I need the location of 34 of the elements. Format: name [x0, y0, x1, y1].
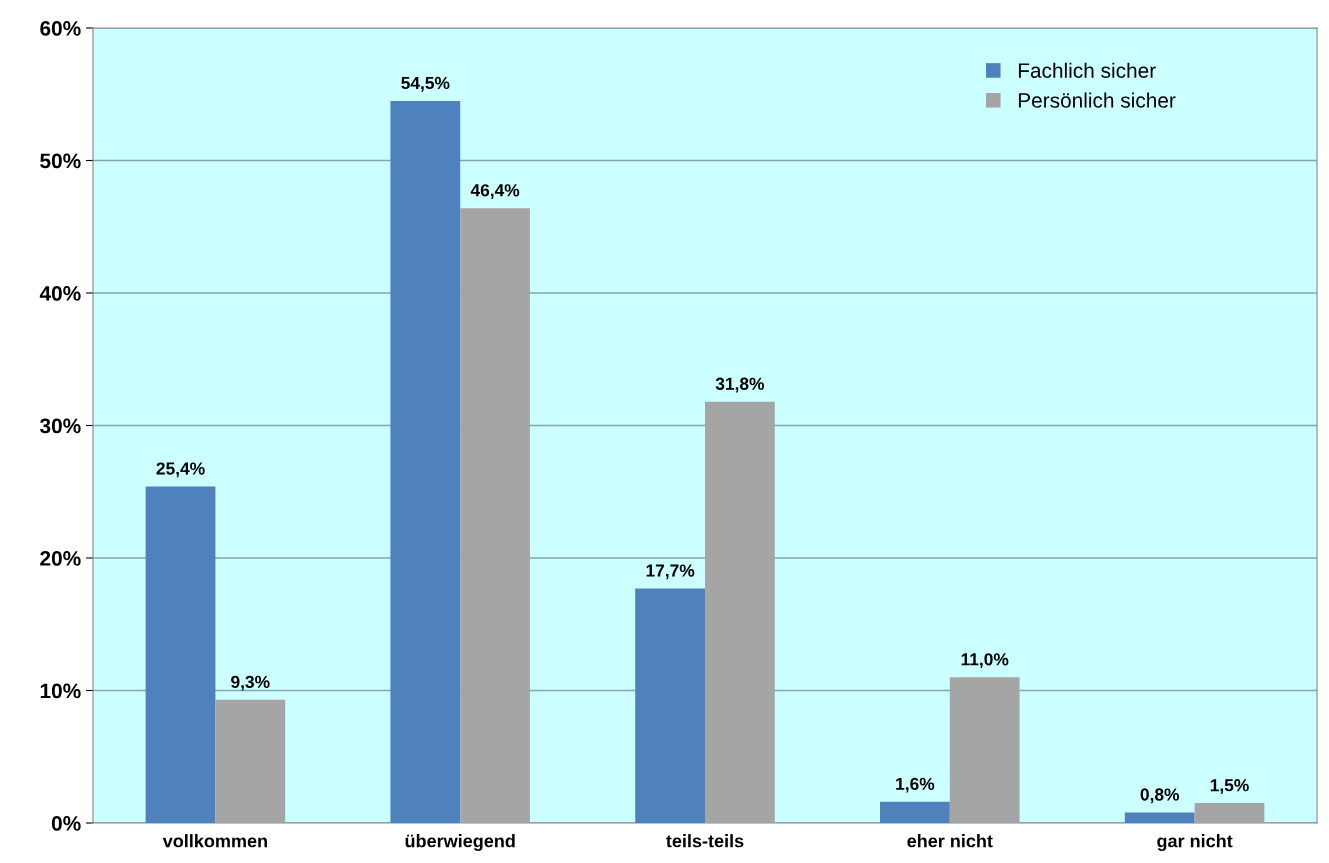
bar [460, 208, 530, 823]
bar [145, 486, 216, 823]
y-tick-label: 0% [51, 816, 81, 831]
legend-label: Persönlich sicher [1018, 92, 1176, 108]
x-tick-label: gar nicht [1157, 834, 1233, 852]
data-label: 46,4% [470, 184, 520, 199]
bar [215, 699, 286, 823]
y-tick-label: 60% [40, 21, 81, 36]
y-tick-label: 10% [40, 683, 81, 699]
y-tick-label: 50% [40, 153, 81, 169]
x-tick-label: vollkommen [162, 834, 267, 848]
y-tick-label: 20% [40, 551, 81, 566]
data-label: 11,0% [961, 653, 1009, 668]
bar [949, 677, 1020, 823]
data-label: 1,6% [896, 777, 935, 793]
bar [880, 801, 950, 823]
bar [390, 100, 461, 823]
bar [705, 401, 775, 823]
bar [635, 588, 705, 823]
y-tick-label: 40% [39, 286, 81, 301]
bar [1194, 803, 1265, 823]
data-label: 0,8% [1140, 788, 1180, 804]
data-label: 1,5% [1210, 779, 1249, 794]
data-label: 17,7% [646, 564, 695, 580]
x-tick-label: teils-teils [666, 834, 744, 848]
y-tick-label: 30% [39, 418, 81, 434]
data-label: 31,8% [715, 377, 765, 393]
data-label: 9,3% [231, 675, 270, 691]
x-tick-label: eher nicht [907, 834, 993, 848]
bar [1124, 812, 1195, 823]
data-label: 25,4% [156, 462, 205, 478]
x-tick-label: überwiegend [405, 834, 515, 852]
legend-label: Fachlich sicher [1018, 62, 1156, 78]
data-label: 54,5% [401, 76, 450, 92]
